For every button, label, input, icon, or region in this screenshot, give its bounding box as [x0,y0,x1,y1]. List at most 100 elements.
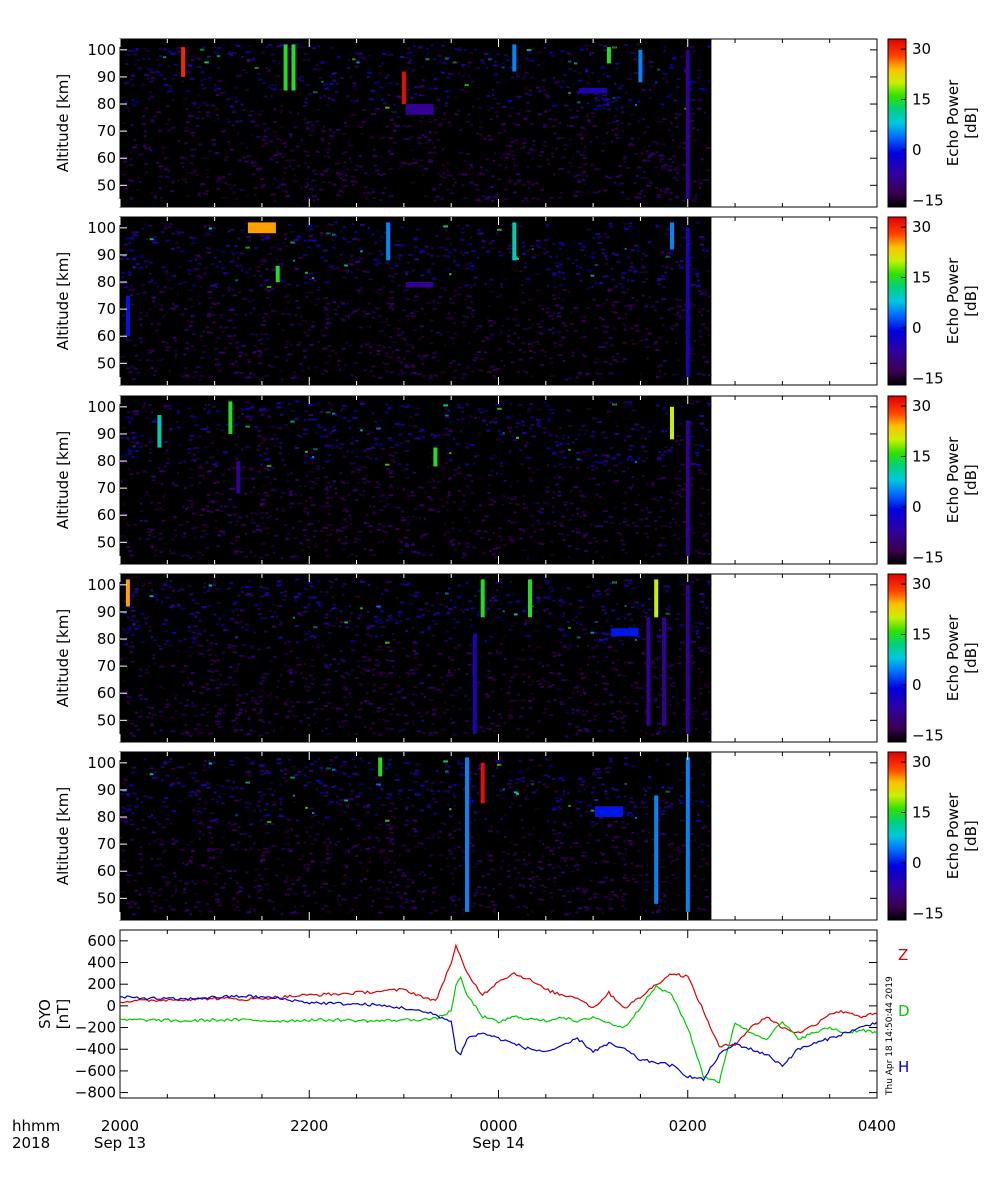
x-tick-label: 0200 [669,1117,707,1135]
echo-feature [685,49,690,199]
echo-feature [291,44,296,91]
echo-feature [606,47,611,64]
echo-feature [181,47,186,77]
heatmap-noise [120,400,712,560]
echo-feature [275,265,280,283]
echo-feature [283,44,288,91]
echo-feature [528,579,532,618]
y-axis-title-station: SYO [36,999,54,1029]
colorbar-tick-label: 15 [912,90,931,108]
y-tick-label: 70 [97,835,116,853]
y-tick-label: 200 [87,975,116,993]
y-tick-label: 100 [87,576,116,594]
echo-feature [386,222,391,261]
y-tick-label: 100 [87,754,116,772]
y-tick-label: 60 [97,862,116,880]
y-tick-label: −600 [75,1062,116,1080]
colorbar-tick-label: 0 [912,854,922,872]
colorbar-title: Echo Power [944,792,962,879]
x-axis-prefix-hhmm: hhmm [12,1117,60,1135]
colorbar-tick-label: 0 [912,141,922,159]
series-line-D [119,976,878,1084]
heatmap-panel-3: 50 60 70 80 90 100 Altitude [km] −15 0 15 30 Echo P… [54,395,980,566]
heatmap-panels: 50 60 70 80 90 100 Altitude [km] −15 0 15 30 Echo P… [54,38,980,922]
y-axis-title: Altitude [km] [54,252,72,350]
y-tick-label: 90 [97,246,116,264]
echo-feature [685,420,690,556]
y-tick-label: 80 [97,452,116,470]
echo-feature [654,795,659,904]
colorbar-title: Echo Power [944,436,962,523]
y-tick-label: 100 [87,41,116,59]
line-panel-frame [119,929,878,1099]
y-tick-label: 70 [97,122,116,140]
y-axis-title-unit: [nT] [54,999,72,1029]
y-tick-label: 70 [97,479,116,497]
colorbar-unit: [dB] [962,464,980,496]
colorbar-tick-label: 30 [912,397,931,415]
echo-feature [646,617,651,726]
x-tick-label: 2200 [290,1117,328,1135]
echo-feature [480,762,485,804]
y-tick-label: 90 [97,425,116,443]
echo-feature [405,282,434,288]
series-line-H [119,994,878,1082]
echo-feature [685,757,690,912]
echo-feature [638,49,643,83]
heatmap-panel-5: 50 60 70 80 90 100 Altitude [km] −15 0 15 30 Echo P… [54,751,980,922]
colorbar-unit: [dB] [962,107,980,139]
heatmap-panel-1: 50 60 70 80 90 100 Altitude [km] −15 0 15 30 Echo P… [54,38,980,209]
echo-feature [465,757,469,912]
echo-feature [405,104,434,115]
x-tick-date: Sep 14 [472,1134,524,1152]
colorbar-gradient [887,751,907,921]
magnetometer-panel: −800 −600 −400 −200 0 200 400 600 SYO [nT] Z D H [36,929,910,1102]
heatmap-background [120,396,712,564]
colorbar-tick-label: −15 [912,904,944,922]
echo-feature [401,71,406,104]
y-axis-title: Altitude [km] [54,609,72,707]
echo-feature [378,757,383,777]
colorbar-tick-label: 30 [912,218,931,236]
echo-feature [480,579,485,618]
generation-timestamp: Thu Apr 18 14:50:44 2019 [885,976,895,1096]
colorbar-tick-label: −15 [912,548,944,566]
heatmap-noise [121,43,711,203]
colorbar-title: Echo Power [944,79,962,166]
y-tick-label: 60 [97,684,116,702]
y-tick-label: 70 [97,300,116,318]
y-tick-label: 90 [97,781,116,799]
colorbar-title: Echo Power [944,257,962,344]
colorbar: −15 0 15 30 Echo Power [dB] [887,573,980,744]
echo-feature [512,44,517,72]
echo-feature [433,447,438,467]
y-tick-label: 400 [87,954,116,972]
y-tick-label: 60 [97,506,116,524]
colorbar-gradient [887,216,907,386]
x-tick-label: 2000 [101,1117,139,1135]
x-tick-date: Sep 13 [94,1134,146,1152]
echo-feature [685,584,690,734]
echo-feature [512,222,517,261]
colorbar-tick-label: 15 [912,447,931,465]
y-tick-label: −200 [75,1019,116,1037]
echo-feature [247,222,276,234]
colorbar: −15 0 15 30 Echo Power [dB] [887,751,980,922]
colorbar-gradient [887,38,907,208]
heatmap-panel-4: 50 60 70 80 90 100 Altitude [km] −15 0 15 30 Echo P… [54,573,980,744]
echo-feature [157,415,162,448]
y-tick-label: 90 [97,603,116,621]
y-axis-title: Altitude [km] [54,787,72,885]
legend-D: D [898,1002,910,1020]
echo-feature [670,406,674,440]
colorbar-gradient [887,573,907,743]
y-tick-label: 70 [97,657,116,675]
echo-feature [236,461,241,494]
colorbar-tick-label: 15 [912,268,931,286]
y-tick-label: −800 [75,1084,116,1102]
y-tick-label: 100 [87,219,116,237]
series-line-Z [119,943,878,1048]
colorbar-tick-label: −15 [912,191,944,209]
